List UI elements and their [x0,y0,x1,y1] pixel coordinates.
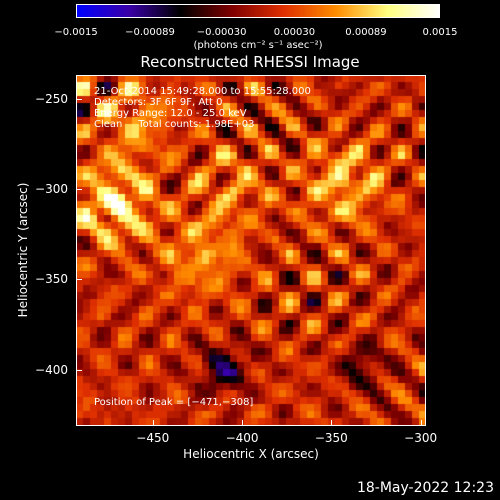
y-tick-label: −400 [35,362,68,377]
rhessi-image-heatmap [76,75,426,426]
detectors-text: Detectors: 3F 6F 9F, Att 0 [94,97,223,108]
colorbar-tick-label: −0.0015 [54,27,98,38]
y-tick-label: −250 [35,91,68,106]
y-axis-label: Heliocentric Y (arcsec) [16,182,30,318]
colorbar-tick-label: −0.00030 [196,27,247,38]
total-counts-text: Clean Total counts: 1.98E+03 [94,119,255,130]
colorbar-tick-label: 0.0015 [422,27,458,38]
plot-title: Reconstructed RHESSI Image [140,53,360,71]
x-tick-mark [152,420,154,426]
peak-position-text: Position of Peak = [−471,−308] [94,397,254,408]
colorbar-units: (photons cm⁻² s⁻¹ asec⁻²) [193,40,323,51]
y-tick-mark [76,188,82,190]
x-tick-label: −450 [136,431,170,445]
colorbar-tick-label: 0.00030 [273,27,316,38]
x-tick-label: −400 [225,431,259,445]
x-tick-label: −350 [314,431,348,445]
y-tick-label: −300 [35,181,68,196]
x-tick-label: −300 [404,431,438,445]
colorbar-tick-label: 0.00089 [345,27,387,38]
y-tick-mark [76,369,82,371]
y-tick-label: −350 [35,272,68,287]
y-tick-mark [76,279,82,281]
y-tick-mark [76,98,82,100]
x-tick-mark [420,420,422,426]
colorbar-tick-label: −0.00089 [125,27,175,38]
x-tick-mark [331,420,333,426]
energy-range-text: Energy Range: 12.0 - 25.0 keV [94,108,247,119]
footer-timestamp: 18-May-2022 12:23 [356,480,494,496]
x-tick-mark [242,420,244,426]
time-range-text: 21-Oct-2014 15:49:28.000 to 15:55:28.000 [94,86,311,97]
x-axis-label: Heliocentric X (arcsec) [183,447,319,461]
colorbar [76,4,440,18]
